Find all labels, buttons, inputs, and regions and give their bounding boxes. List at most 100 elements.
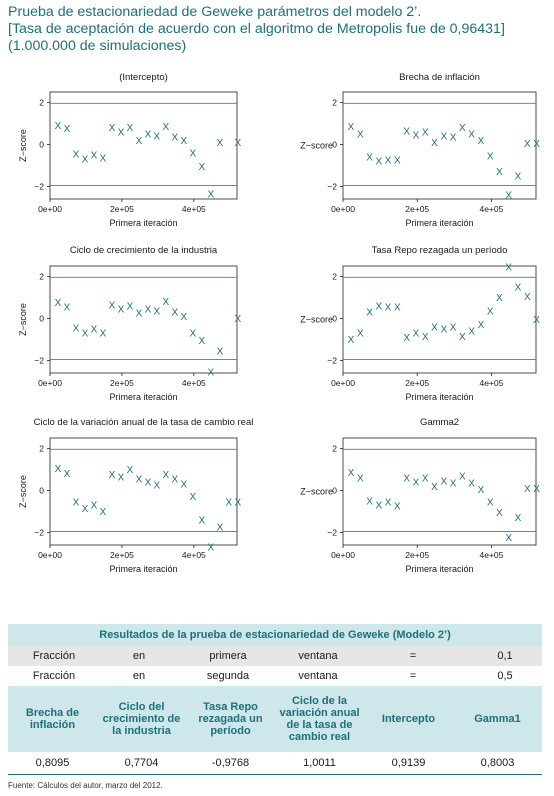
data-point: X xyxy=(82,504,89,515)
fraction-cell: en xyxy=(132,670,146,682)
y-axis-label: Z−score xyxy=(18,475,28,508)
data-point: X xyxy=(459,123,466,134)
fraction-cell: 0,1 xyxy=(497,650,513,662)
fraction-cell: segunda xyxy=(206,670,250,682)
header-cell: Brecha de inflación xyxy=(25,707,80,731)
data-point: X xyxy=(82,329,89,340)
data-point: X xyxy=(118,127,125,138)
data-point: X xyxy=(163,470,170,481)
data-point: X xyxy=(357,473,364,484)
y-tick-label: −2 xyxy=(327,181,337,191)
x-tick-label: 4e+05 xyxy=(182,550,206,560)
plot-frame xyxy=(342,437,537,546)
chart-title: Ciclo de crecimiento de la industria xyxy=(70,245,218,256)
y-tick-label: 2 xyxy=(39,271,44,281)
heading-line-2: [Tasa de aceptación de acuerdo con el al… xyxy=(8,21,505,37)
source-note: Fuente: Cálculos del autor, marzo del 20… xyxy=(8,781,163,790)
data-point: X xyxy=(431,482,438,493)
data-point: X xyxy=(216,346,223,357)
data-point: X xyxy=(181,480,188,491)
data-point: X xyxy=(348,468,355,479)
data-point: X xyxy=(450,322,457,333)
data-point: X xyxy=(440,324,447,335)
data-point: X xyxy=(496,293,503,304)
y-axis-label: Z−score xyxy=(300,487,333,497)
data-point: X xyxy=(163,297,170,308)
y-tick-label: −2 xyxy=(34,181,44,191)
data-point: X xyxy=(487,307,494,318)
data-point: X xyxy=(145,129,152,140)
data-point: X xyxy=(413,329,420,340)
data-point: X xyxy=(154,132,161,143)
data-point: X xyxy=(100,507,107,518)
y-tick-label: −2 xyxy=(327,527,337,537)
data-point: X xyxy=(468,129,475,140)
x-tick-label: 4e+05 xyxy=(480,204,504,214)
data-point: X xyxy=(440,477,447,488)
data-point: X xyxy=(478,485,485,496)
header-cell: Tasa Repo rezagada un período xyxy=(198,701,263,737)
value-cell: -0,9768 xyxy=(211,757,250,769)
data-point: X xyxy=(478,320,485,331)
data-point: X xyxy=(190,148,197,159)
y-tick-label: 2 xyxy=(39,443,44,453)
x-axis-label: Primera iteración xyxy=(109,564,177,574)
data-point: X xyxy=(118,305,125,316)
fraction-cell: = xyxy=(409,650,417,662)
x-axis-label: Primera iteración xyxy=(109,392,177,402)
plot-frame xyxy=(49,437,238,546)
data-point: X xyxy=(100,329,107,340)
data-point: X xyxy=(73,497,80,508)
data-point: X xyxy=(163,122,170,133)
fraction-cell: = xyxy=(409,670,417,682)
data-point: X xyxy=(136,309,143,320)
y-tick-label: 0 xyxy=(332,485,337,495)
plot-frame xyxy=(49,265,238,374)
data-point: X xyxy=(199,336,206,347)
data-point: X xyxy=(385,497,392,508)
data-point: X xyxy=(524,292,531,303)
x-tick-label: 4e+05 xyxy=(480,378,504,388)
data-point: X xyxy=(234,138,241,149)
data-point: X xyxy=(366,496,373,507)
data-point: X xyxy=(154,481,161,492)
x-tick-label: 0e+00 xyxy=(38,378,62,388)
data-point: X xyxy=(172,133,179,144)
y-tick-label: 0 xyxy=(39,139,44,149)
results-header-row: Brecha de inflación Ciclo del crecimient… xyxy=(8,686,542,752)
data-point: X xyxy=(199,162,206,173)
x-tick-label: 0e+00 xyxy=(331,550,355,560)
y-axis-label: Z−score xyxy=(300,315,333,325)
x-axis-label: Primera iteración xyxy=(405,392,473,402)
x-tick-label: 2e+05 xyxy=(405,550,429,560)
data-point: X xyxy=(468,479,475,490)
geweke-charts: (Intercepto) 2 0 −2 0e+00 2e+05 4e+05 Primera i… xyxy=(18,72,540,574)
data-point: X xyxy=(533,139,540,150)
data-point: X xyxy=(394,156,401,167)
data-point: X xyxy=(478,136,485,147)
data-point: X xyxy=(234,314,241,325)
data-point: X xyxy=(91,324,98,335)
data-point: X xyxy=(55,298,62,309)
data-point: X xyxy=(487,151,494,162)
data-point: X xyxy=(199,515,206,526)
x-tick-label: 4e+05 xyxy=(182,378,206,388)
results-values-row: 0,8095 0,7704 -0,9768 1,0011 0,9139 0,80… xyxy=(8,752,542,775)
value-cell: 0,8095 xyxy=(35,757,70,769)
data-point: X xyxy=(55,464,62,475)
data-point: X xyxy=(216,138,223,149)
data-point: X xyxy=(91,150,98,161)
data-point: X xyxy=(55,121,62,132)
data-point: X xyxy=(190,329,197,340)
fraction-cell: Fracción xyxy=(32,650,76,662)
data-point: X xyxy=(357,129,364,140)
y-tick-label: 2 xyxy=(39,97,44,107)
data-point: X xyxy=(376,157,383,168)
data-point: X xyxy=(91,501,98,512)
data-point: X xyxy=(524,139,531,150)
data-point: X xyxy=(459,332,466,343)
data-point: X xyxy=(413,131,420,142)
y-tick-label: −2 xyxy=(34,355,44,365)
data-point: X xyxy=(348,122,355,133)
data-point: X xyxy=(533,315,540,326)
